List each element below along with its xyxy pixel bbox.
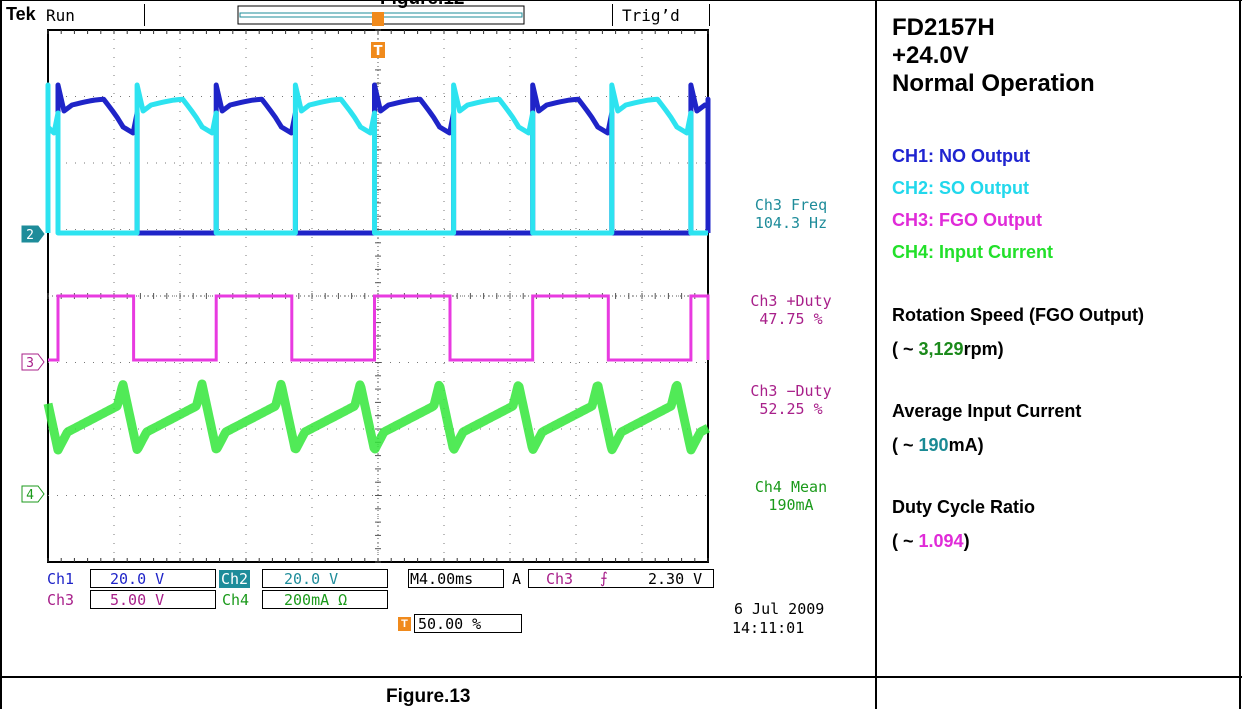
panel-title-line-1: FD2157H xyxy=(892,14,995,41)
meas-value: 190mA xyxy=(768,496,814,514)
timebase-box xyxy=(408,569,504,588)
ch1-label: Ch1 xyxy=(47,570,75,588)
current-suffix: mA) xyxy=(948,435,984,455)
measurement-ch3-freq: Ch3 Freq 104.3 Hz xyxy=(716,196,866,232)
rotation-speed-block: Rotation Speed (FGO Output) ( ~ 3,129rpm… xyxy=(892,298,1144,366)
trigger-source: Ch3 xyxy=(546,570,574,588)
rotation-value: 3,129 xyxy=(918,339,964,359)
duty-label: Duty Cycle Ratio xyxy=(892,497,1036,517)
average-current-block: Average Input Current ( ~ 190mA) xyxy=(892,394,1081,462)
rotation-suffix: rpm) xyxy=(963,339,1004,359)
current-prefix: ( ~ xyxy=(892,435,919,455)
ch3-scale: 5.00 V xyxy=(110,591,165,609)
legend-ch4: CH4: Input Current xyxy=(892,242,1053,262)
trigger-level: 2.30 V xyxy=(648,570,703,588)
trigger-position-icon: T xyxy=(398,617,411,631)
brand-label: Tek xyxy=(6,4,36,24)
rotation-prefix: ( ~ xyxy=(892,339,919,359)
meas-label: Ch3 +Duty xyxy=(750,292,832,310)
panel-title-line-2: +24.0V xyxy=(892,42,969,69)
channel-marker-label: 3 xyxy=(26,356,34,371)
ch3-label: Ch3 xyxy=(47,591,75,609)
ch2-scale: 20.0 V xyxy=(284,570,339,588)
channel-marker-2 xyxy=(21,225,45,243)
acq-mode: A xyxy=(512,570,522,588)
ch2-waveform xyxy=(45,82,708,236)
header-divider xyxy=(709,4,710,26)
ch2-label: Ch2 xyxy=(219,570,251,588)
ch4-label: Ch4 xyxy=(222,591,250,609)
ch4-waveform xyxy=(43,379,712,455)
current-line: ( ~ 190mA) xyxy=(892,428,1081,462)
ch1-scale-box xyxy=(90,569,216,588)
rotation-line: ( ~ 3,129rpm) xyxy=(892,332,1144,366)
meas-value: 52.25 % xyxy=(759,400,823,418)
ch1-scale: 20.0 V xyxy=(110,570,165,588)
duty-value: 1.094 xyxy=(918,531,964,551)
figure-top-partial: Figure.12 xyxy=(380,0,464,10)
channel-marker-label: 4 xyxy=(26,488,34,503)
timebase: M4.00ms xyxy=(410,570,474,588)
meas-label: Ch3 −Duty xyxy=(750,382,832,400)
ch2-scale-box xyxy=(262,569,388,588)
table-border-left xyxy=(0,0,2,709)
time: 14:11:01 xyxy=(732,619,805,637)
trigger-marker-box xyxy=(371,42,385,58)
trigger-position-box xyxy=(414,614,522,633)
panel-title-line-3: Normal Operation xyxy=(892,70,1095,97)
table-border-mid xyxy=(875,0,877,709)
table-border-row xyxy=(0,676,1242,678)
meas-label: Ch3 Freq xyxy=(754,196,828,214)
duty-suffix: ) xyxy=(963,531,970,551)
header-divider xyxy=(144,4,145,26)
rising-edge-icon: ⨍ xyxy=(600,569,608,587)
current-label: Average Input Current xyxy=(892,401,1082,421)
rotation-label: Rotation Speed (FGO Output) xyxy=(892,305,1144,325)
channel-legend: CH1: NO Output CH2: SO Output CH3: FGO O… xyxy=(892,140,1053,268)
duty-prefix: ( ~ xyxy=(892,531,919,551)
trigger-position: 50.00 % xyxy=(418,615,482,633)
meas-value: 47.75 % xyxy=(759,310,823,328)
table-border-top xyxy=(0,0,1242,1)
ch4-scale: 200mA Ω xyxy=(284,591,348,609)
ch1-waveform xyxy=(55,82,711,236)
table-border-right xyxy=(1239,0,1241,709)
legend-ch1: CH1: NO Output xyxy=(892,146,1030,166)
oscilloscope-screen: T 2 3 4 xyxy=(21,4,712,563)
ch3-waveform xyxy=(48,294,710,362)
meas-label: Ch4 Mean xyxy=(754,478,828,496)
channel-marker-4 xyxy=(21,485,45,503)
channel-marker-3 xyxy=(21,353,45,371)
current-value: 190 xyxy=(918,435,949,455)
duty-line: ( ~ 1.094) xyxy=(892,524,1035,558)
date: 6 Jul 2009 xyxy=(734,600,825,618)
trigger-marker-text: T xyxy=(374,44,383,59)
header-divider xyxy=(612,4,613,26)
legend-ch3: CH3: FGO Output xyxy=(892,210,1042,230)
meas-value: 104.3 Hz xyxy=(754,214,828,232)
run-state: Run xyxy=(46,6,75,25)
figure-caption: Figure.13 xyxy=(386,686,471,707)
duty-ratio-block: Duty Cycle Ratio ( ~ 1.094) xyxy=(892,490,1035,558)
trigger-box xyxy=(528,569,714,588)
scope-brand: Tek xyxy=(6,4,36,25)
legend-ch2: CH2: SO Output xyxy=(892,178,1029,198)
measurement-ch3-minus-duty: Ch3 −Duty 52.25 % xyxy=(716,382,866,418)
trigger-top-icon xyxy=(372,12,384,26)
measurement-ch4-mean: Ch4 Mean 190mA xyxy=(716,478,866,514)
channel-marker-label: 2 xyxy=(26,228,34,243)
ch3-scale-box xyxy=(90,590,216,609)
measurement-ch3-plus-duty: Ch3 +Duty 47.75 % xyxy=(716,292,866,328)
panel-title: FD2157H +24.0V Normal Operation xyxy=(892,14,1095,98)
ch4-scale-box xyxy=(262,590,388,609)
trigger-state: Trig’d xyxy=(622,6,680,25)
